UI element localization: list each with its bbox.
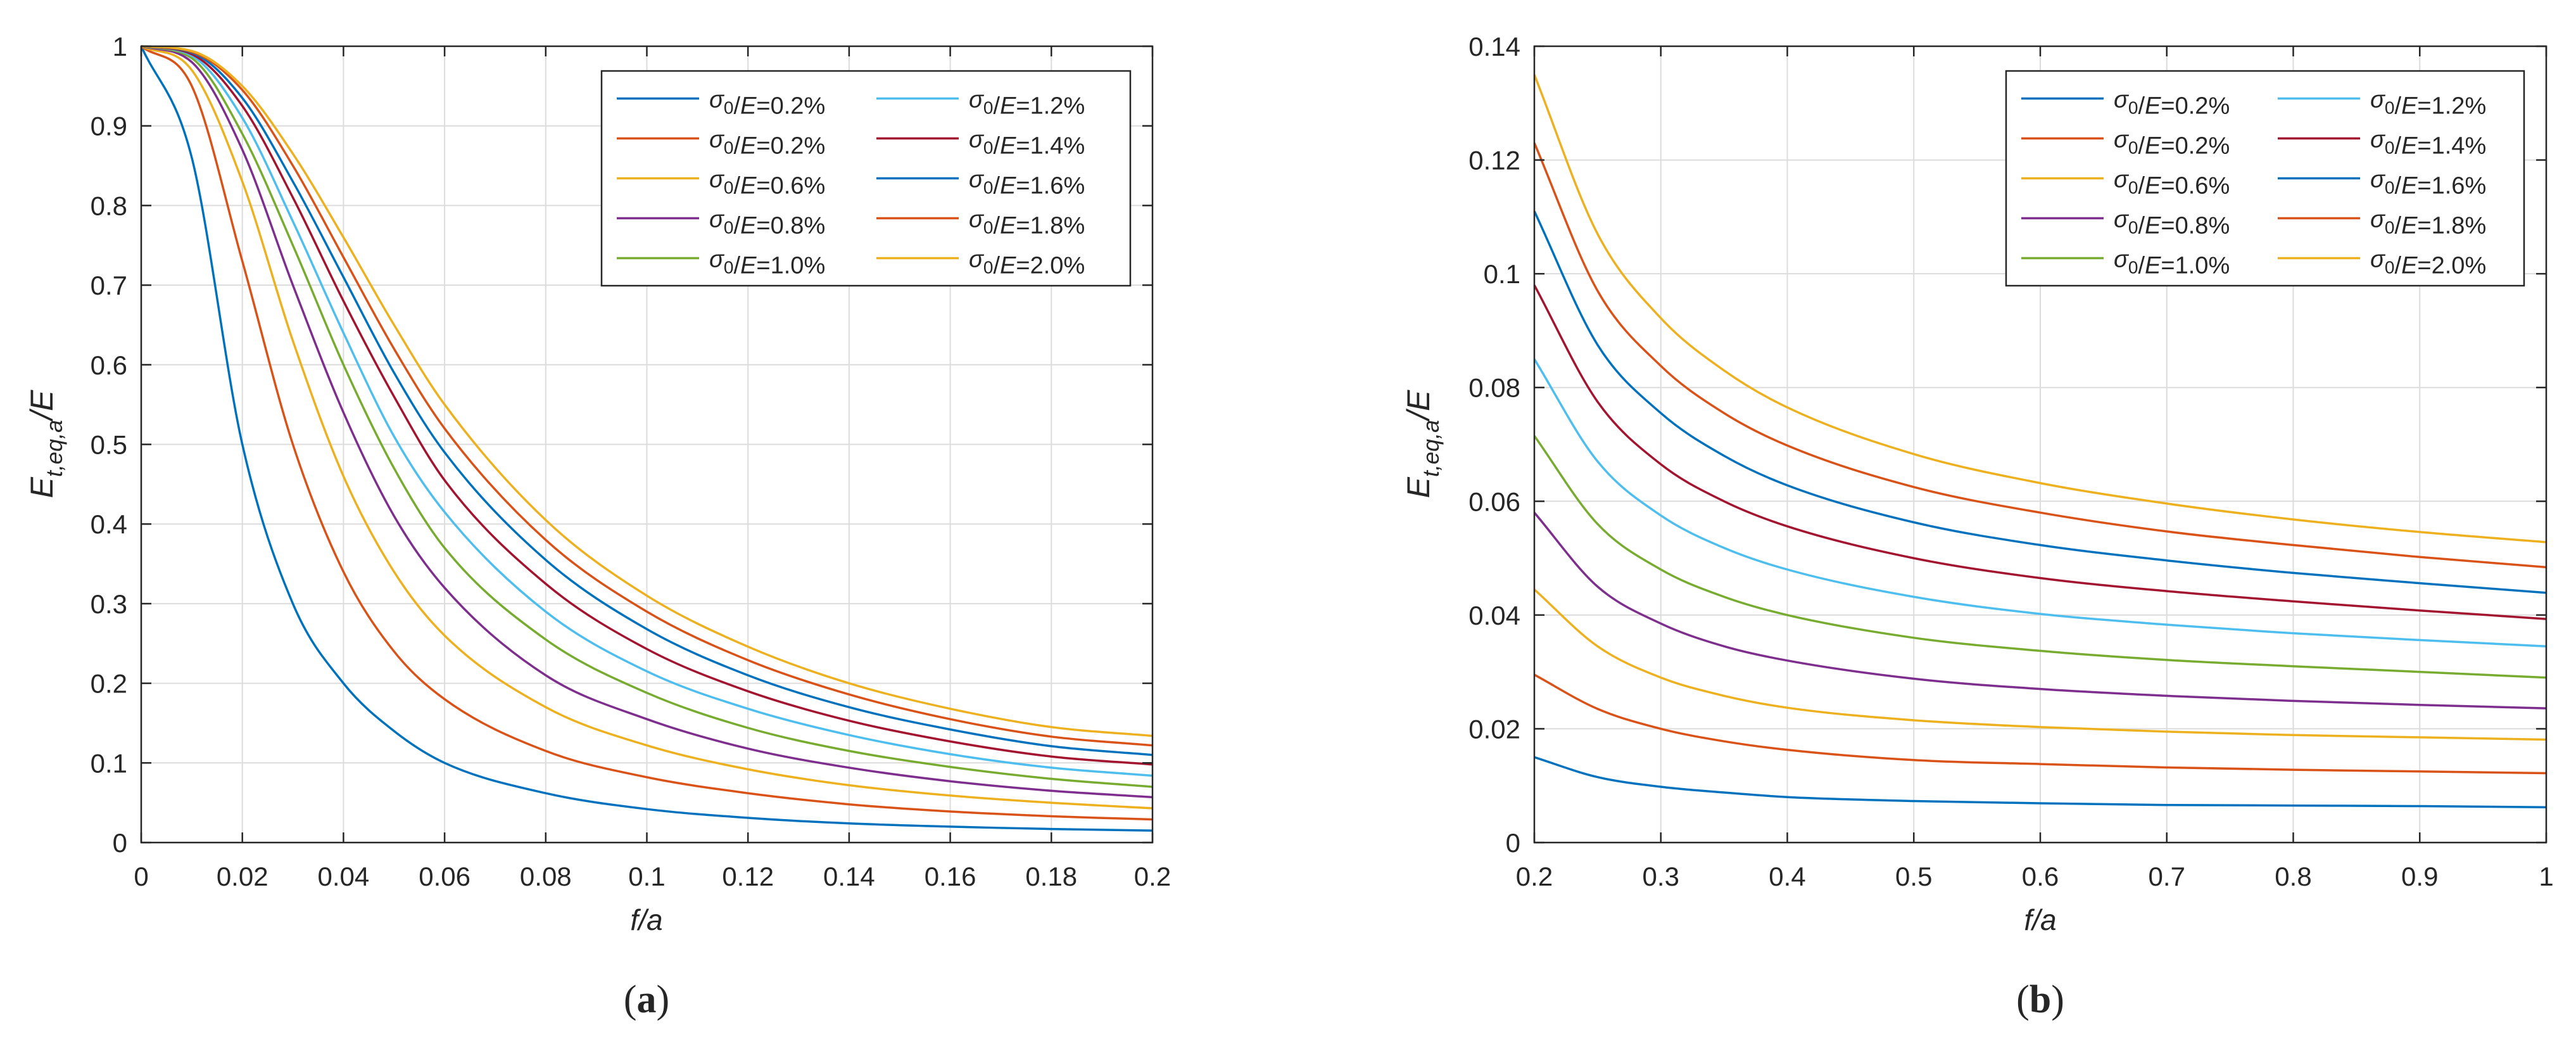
series-line-1 — [1534, 756, 2547, 809]
x-axis-label-b: f/a — [2024, 903, 2056, 936]
y-tick-label: 0.9 — [91, 111, 127, 141]
ticks-b: 0.2 0.3 0.4 0.5 0.6 0.7 0.8 0.9 1 0 0.02 0.04 0.06 0.… — [1468, 32, 2553, 891]
series-line-7 — [1533, 284, 2547, 620]
legend-label-2: σ0/E=0.2% — [2114, 127, 2230, 160]
y-tick-label: 0 — [1506, 828, 1520, 858]
series-line-10 — [1533, 74, 2547, 544]
legend-label-7: σ0/E=1.4% — [2370, 127, 2486, 160]
legend-a: σ0/E=0.2% σ0/E=0.2% σ0/E=0.6% σ0/E=0.8% σ0/E… — [600, 70, 1132, 287]
y-tick-label: 0.7 — [91, 271, 127, 300]
x-tick-label: 1 — [2539, 862, 2553, 891]
series-line-8 — [1533, 210, 2547, 594]
legend-label-2: σ0/E=0.2% — [709, 127, 825, 160]
y-tick-label: 0.6 — [91, 350, 127, 380]
series-line-6 — [141, 45, 1153, 777]
panel-caption-a: (a) — [624, 978, 669, 1021]
x-tick-label: 0 — [134, 862, 148, 891]
series-line-8 — [141, 45, 1153, 756]
series-lines-a — [140, 45, 1153, 832]
y-tick-label: 0.14 — [1468, 32, 1520, 61]
y-tick-label: 0.3 — [91, 589, 127, 619]
y-tick-label: 0.1 — [1484, 259, 1520, 289]
legend-label-10: σ0/E=2.0% — [969, 246, 1085, 279]
x-tick-label: 0.4 — [1769, 862, 1805, 891]
chart-panel-b: 0.2 0.3 0.4 0.5 0.6 0.7 0.8 0.9 1 0 0.02 0.04 0.06 0.… — [1401, 32, 2554, 1021]
x-tick-label: 0.12 — [722, 862, 774, 891]
legend-label-8: σ0/E=1.6% — [969, 167, 1085, 200]
legend-label-9: σ0/E=1.8% — [2370, 207, 2486, 239]
legend-label-8: σ0/E=1.6% — [2370, 167, 2486, 200]
x-label-text: f/a — [2024, 903, 2056, 936]
series-line-7 — [141, 45, 1153, 766]
legend-label-3: σ0/E=0.6% — [2114, 167, 2230, 200]
x-tick-label: 0.3 — [1643, 862, 1679, 891]
y-tick-label: 0.2 — [91, 669, 127, 699]
series-line-2 — [140, 45, 1153, 821]
y-tick-label: 0.12 — [1468, 146, 1520, 175]
series-line-2 — [1534, 673, 2547, 775]
legend-label-4: σ0/E=0.8% — [2114, 207, 2230, 239]
legend-label-9: σ0/E=1.8% — [969, 207, 1085, 239]
x-tick-label: 0.04 — [318, 862, 370, 891]
y-tick-label: 0.04 — [1468, 601, 1520, 630]
legend-b: σ0/E=0.2% σ0/E=0.2% σ0/E=0.6% σ0/E=0.8% σ0/E… — [2005, 70, 2525, 287]
x-tick-label: 0.6 — [2022, 862, 2059, 891]
x-tick-label: 0.18 — [1025, 862, 1077, 891]
series-line-4 — [1533, 512, 2547, 710]
y-tick-label: 0.08 — [1468, 373, 1520, 403]
y-tick-label: 0.02 — [1468, 714, 1520, 744]
legend-label-5: σ0/E=1.0% — [709, 246, 825, 279]
x-tick-label: 0.9 — [2401, 862, 2438, 891]
x-tick-label: 0.16 — [925, 862, 976, 891]
y-tick-label: 0.8 — [91, 191, 127, 220]
series-line-4 — [141, 45, 1153, 799]
legend-label-6: σ0/E=1.2% — [969, 87, 1085, 120]
x-tick-label: 0.1 — [628, 862, 665, 891]
x-tick-label: 0.7 — [2149, 862, 2185, 891]
x-tick-label: 0.2 — [1516, 862, 1553, 891]
series-line-5 — [1533, 435, 2547, 679]
legend-label-10: σ0/E=2.0% — [2370, 246, 2486, 279]
ticks-a: 0 0.02 0.04 0.06 0.08 0.1 0.12 0.14 0.16 0.18 0.2 0… — [91, 32, 1171, 891]
y-tick-label: 0.4 — [91, 509, 127, 539]
y-tick-label: 0.1 — [91, 748, 127, 778]
y-tick-label: 0.06 — [1468, 487, 1520, 516]
x-tick-label: 0.5 — [1895, 862, 1932, 891]
series-line-1 — [140, 46, 1153, 832]
y-tick-label: 0.5 — [91, 430, 127, 460]
legend-label-3: σ0/E=0.6% — [709, 167, 825, 200]
series-line-9 — [1533, 142, 2547, 569]
legend-label-1: σ0/E=0.2% — [709, 87, 825, 120]
series-line-3 — [1533, 589, 2547, 741]
series-line-6 — [1533, 358, 2547, 647]
x-tick-label: 0.2 — [1134, 862, 1171, 891]
chart-panel-a: 0 0.02 0.04 0.06 0.08 0.1 0.12 0.14 0.16 0.18 0.2 0… — [24, 32, 1171, 1021]
series-line-9 — [141, 45, 1153, 747]
series-lines-b — [1533, 74, 2547, 809]
legend-label-6: σ0/E=1.2% — [2370, 87, 2486, 120]
x-tick-label: 0.8 — [2275, 862, 2311, 891]
y-tick-label: 0 — [113, 828, 127, 858]
x-tick-label: 0.08 — [520, 862, 572, 891]
x-tick-label: 0.14 — [823, 862, 875, 891]
legend-label-4: σ0/E=0.8% — [709, 207, 825, 239]
panel-caption-b: (b) — [2016, 978, 2064, 1021]
y-tick-label: 1 — [113, 32, 127, 61]
x-label-text: f/a — [630, 903, 662, 936]
x-axis-label-a: f/a — [630, 903, 662, 936]
x-tick-label: 0.06 — [419, 862, 470, 891]
series-line-10 — [141, 45, 1153, 737]
legend-label-1: σ0/E=0.2% — [2114, 87, 2230, 120]
legend-label-7: σ0/E=1.4% — [969, 127, 1085, 160]
series-line-3 — [141, 45, 1153, 810]
series-line-5 — [141, 45, 1153, 788]
legend-label-5: σ0/E=1.0% — [2114, 246, 2230, 279]
x-tick-label: 0.02 — [217, 862, 268, 891]
